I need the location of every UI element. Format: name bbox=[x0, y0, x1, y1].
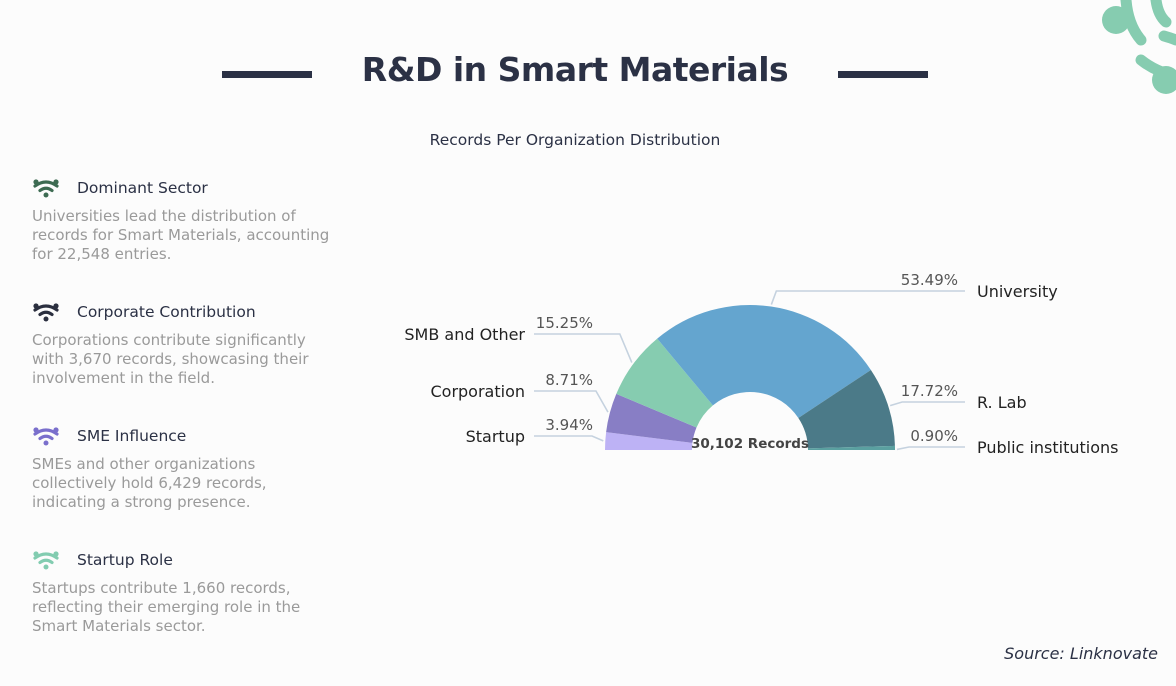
percent-label: 15.25% bbox=[536, 314, 593, 332]
slice-university[interactable] bbox=[657, 304, 871, 418]
category-label: Public institutions bbox=[977, 438, 1118, 457]
signal-icon bbox=[33, 427, 59, 446]
logo-shape bbox=[1120, 0, 1176, 82]
insight-text: Startups contribute 1,660 records, refle… bbox=[32, 579, 301, 635]
insight-title: SME Influence bbox=[77, 427, 187, 445]
percent-label: 8.71% bbox=[545, 371, 593, 389]
insight-item: SME Influence SMEs and other organization… bbox=[32, 424, 332, 512]
category-label: SMB and Other bbox=[404, 325, 525, 344]
category-label: R. Lab bbox=[977, 393, 1027, 412]
insight-title: Dominant Sector bbox=[77, 179, 208, 197]
insight-item: Corporate Contribution Corporations contr… bbox=[32, 300, 332, 388]
source-caption: Source: Linknovate bbox=[1004, 644, 1158, 663]
insight-title: Corporate Contribution bbox=[77, 303, 256, 321]
leader-line bbox=[534, 435, 604, 442]
signal-icon bbox=[33, 179, 59, 198]
slice-startup[interactable] bbox=[605, 432, 693, 450]
slice-public-institutions[interactable] bbox=[807, 445, 895, 450]
title-decor-left bbox=[222, 71, 312, 78]
center-total-label: 30,102 Records bbox=[691, 436, 809, 452]
category-label: Corporation bbox=[430, 382, 525, 401]
percent-label: 0.90% bbox=[910, 427, 958, 445]
insight-text: SMEs and other organizations collectivel… bbox=[32, 455, 267, 511]
slice-corporation[interactable] bbox=[606, 393, 697, 443]
leader-line bbox=[534, 390, 609, 413]
leader-line bbox=[896, 446, 965, 451]
slice-smb-and-other[interactable] bbox=[616, 338, 713, 428]
insight-title: Startup Role bbox=[77, 551, 173, 569]
insight-text: Corporations contribute significantly wi… bbox=[32, 331, 309, 387]
signal-icon bbox=[33, 551, 59, 570]
insight-item: Startup Role Startups contribute 1,660 re… bbox=[32, 548, 332, 636]
category-label: University bbox=[977, 282, 1058, 301]
percent-label: 3.94% bbox=[545, 416, 593, 434]
leader-line bbox=[889, 401, 965, 407]
insight-header: SME Influence bbox=[32, 424, 332, 448]
leader-line bbox=[770, 290, 965, 305]
signal-icon bbox=[33, 303, 59, 322]
insight-text: Universities lead the distribution of re… bbox=[32, 207, 330, 263]
insight-header: Corporate Contribution bbox=[32, 300, 332, 324]
chart-subtitle: Records Per Organization Distribution bbox=[429, 131, 721, 149]
page-title: R&D in Smart Materials bbox=[361, 50, 789, 89]
insight-header: Startup Role bbox=[32, 548, 332, 572]
insight-item: Dominant Sector Universities lead the dis… bbox=[32, 176, 332, 264]
slice-r-lab[interactable] bbox=[798, 369, 895, 449]
category-label: Startup bbox=[466, 427, 525, 446]
brand-logo-icon bbox=[1102, 0, 1176, 94]
title-decor-right bbox=[838, 71, 928, 78]
leader-line bbox=[534, 333, 633, 363]
percent-label: 17.72% bbox=[901, 382, 958, 400]
percent-label: 53.49% bbox=[901, 271, 958, 289]
insight-header: Dominant Sector bbox=[32, 176, 332, 200]
